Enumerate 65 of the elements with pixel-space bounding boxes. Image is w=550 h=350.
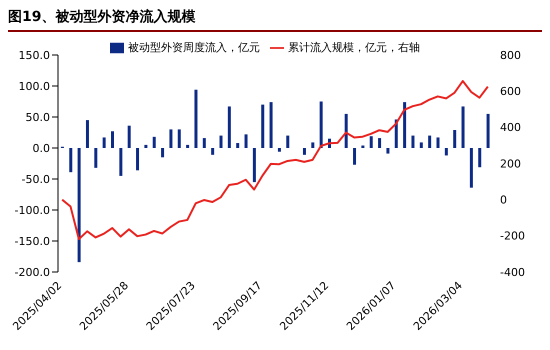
y2-tick-label: 600	[500, 85, 521, 98]
bar	[102, 137, 106, 148]
line-series	[61, 80, 489, 240]
y2-tick-label: -200	[500, 230, 525, 243]
bar	[78, 148, 81, 262]
bar	[194, 90, 198, 148]
y-tick-label: 150.0	[18, 48, 50, 62]
bar	[186, 144, 190, 148]
bar	[278, 148, 281, 152]
bar	[403, 102, 406, 148]
bar	[420, 142, 423, 148]
legend-label: 累计流入规模，亿元，右轴	[288, 41, 420, 54]
bar	[428, 136, 432, 148]
legend-label: 被动型外资周度流入，亿元	[128, 41, 260, 54]
y-tick-label: 100.0	[18, 80, 50, 93]
bar	[478, 148, 482, 168]
bar	[353, 148, 356, 165]
bar	[211, 148, 214, 155]
bar	[302, 148, 306, 155]
bar	[236, 143, 240, 148]
bar	[86, 120, 89, 148]
bar	[128, 126, 131, 148]
bar	[444, 148, 448, 156]
y-tick-label: -200.0	[14, 266, 50, 279]
y-tick-label: -150.0	[14, 234, 50, 248]
bar	[436, 137, 440, 148]
bar	[228, 106, 231, 148]
bar	[270, 102, 273, 148]
bar	[486, 114, 490, 148]
bar	[411, 136, 414, 148]
y2-tick-label: 400	[500, 121, 521, 134]
bar	[370, 136, 373, 148]
y-tick-label: -100.0	[14, 204, 50, 217]
bar	[311, 142, 314, 148]
bar	[169, 129, 172, 148]
bar	[161, 148, 164, 158]
y2-tick-label: 0	[500, 194, 507, 207]
bar	[69, 148, 72, 172]
bar	[178, 129, 181, 148]
bar	[94, 148, 98, 168]
bar	[152, 136, 156, 148]
bar	[453, 130, 456, 148]
bar	[344, 114, 348, 148]
bar	[470, 148, 473, 188]
bar	[144, 144, 148, 148]
bar	[320, 102, 323, 148]
bar	[286, 136, 290, 148]
y2-tick-label: -400	[500, 266, 525, 279]
bar	[386, 148, 390, 154]
bar	[378, 138, 382, 148]
y2-tick-label: 200	[500, 157, 521, 170]
y-tick-label: 50.0	[26, 110, 50, 124]
bar	[119, 148, 122, 176]
bar	[111, 131, 114, 148]
y2-tick-label: 800	[500, 48, 521, 62]
bar	[462, 106, 465, 148]
bar	[136, 148, 140, 170]
bar	[220, 136, 222, 148]
bar	[202, 138, 206, 148]
y-tick-label: -50.0	[22, 172, 50, 186]
bar	[252, 148, 256, 182]
bar	[244, 134, 248, 148]
bar	[261, 104, 264, 148]
y-tick-label: 0.0	[32, 142, 50, 155]
chart-title: 图19、被动型外资净流入规模	[8, 8, 542, 32]
